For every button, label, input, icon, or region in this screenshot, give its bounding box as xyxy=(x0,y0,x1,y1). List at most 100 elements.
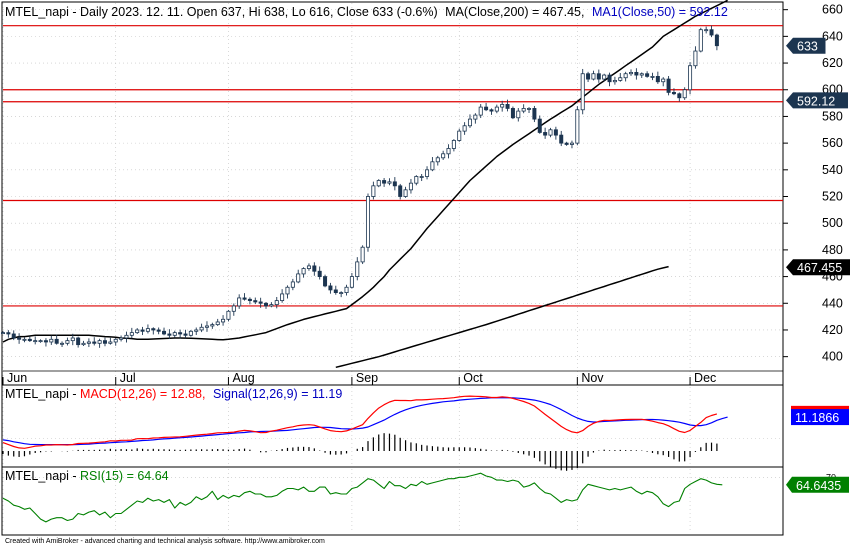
price-tag-label: 633 xyxy=(797,40,818,54)
candle-body xyxy=(54,338,59,344)
candle-body xyxy=(274,300,279,306)
candle-body xyxy=(119,337,124,340)
candle-body xyxy=(97,340,102,344)
price-tag-box xyxy=(786,37,826,54)
candle-body xyxy=(376,180,381,187)
candle-body xyxy=(537,118,542,133)
candle-body xyxy=(618,77,623,81)
candle-body xyxy=(151,328,156,331)
candle-body xyxy=(6,332,11,335)
price-tag-box xyxy=(786,259,850,276)
candle-body xyxy=(451,140,456,149)
price-tag-label: 592.12 xyxy=(797,94,835,108)
candle-body xyxy=(49,338,54,343)
candle-body xyxy=(414,176,419,184)
candle-body xyxy=(253,300,258,303)
candle-body xyxy=(714,34,719,47)
candle-body xyxy=(102,340,107,344)
macd-title-macd: MACD(12,26) = 12.88, xyxy=(80,387,205,401)
candle-body xyxy=(693,50,698,67)
rsi-series-line xyxy=(2,472,723,523)
candle-body xyxy=(634,71,639,76)
candle-body xyxy=(629,71,634,75)
candle-body xyxy=(425,169,430,177)
candle-body xyxy=(650,76,655,78)
candle-body xyxy=(655,76,660,83)
candle-body xyxy=(527,108,532,110)
candle-body xyxy=(365,196,370,248)
macd-title-signal: Signal(12,26,9) = 11.19 xyxy=(213,387,342,401)
candle-body xyxy=(317,270,322,277)
price-tick-label: 640 xyxy=(822,29,843,43)
candle-body xyxy=(645,73,650,77)
price-tick-label: 480 xyxy=(822,243,843,257)
candle-body xyxy=(60,342,65,345)
candle-body xyxy=(596,73,601,80)
price-tick-label: 560 xyxy=(822,136,843,150)
candle-body xyxy=(339,292,344,294)
candle-body xyxy=(65,340,70,344)
candle-body xyxy=(612,80,617,83)
candle-body xyxy=(204,325,209,328)
candle-body xyxy=(113,338,118,343)
price-tick-label: 660 xyxy=(822,3,843,17)
candle-body xyxy=(124,334,129,339)
candle-body xyxy=(258,301,263,304)
candle-body xyxy=(38,340,43,343)
candle-body xyxy=(548,129,553,136)
candle-body xyxy=(323,276,328,287)
candle-body xyxy=(430,161,435,171)
price-tick-label: 580 xyxy=(822,109,843,123)
candle-body xyxy=(575,109,580,144)
candle-body xyxy=(290,281,295,288)
candle-body xyxy=(478,106,483,116)
candle-body xyxy=(237,297,242,307)
candle-body xyxy=(280,293,285,302)
candlestick-series xyxy=(0,25,719,348)
candle-body xyxy=(70,337,75,342)
candle-body xyxy=(677,93,682,99)
candle-body xyxy=(33,340,38,343)
candle-body xyxy=(607,74,612,83)
ma50-line xyxy=(2,0,728,343)
rsi-panel-frame xyxy=(1,466,784,536)
month-label: Oct xyxy=(463,371,483,385)
candle-body xyxy=(129,332,134,336)
moving-average-lines xyxy=(2,0,728,369)
candle-body xyxy=(602,74,607,80)
candle-body xyxy=(569,142,574,145)
signal-line xyxy=(2,397,728,446)
candle-body xyxy=(226,310,231,320)
candle-body xyxy=(0,332,6,335)
candle-body xyxy=(76,337,81,346)
macd-line xyxy=(2,395,718,449)
price-tick-label: 620 xyxy=(822,56,843,70)
macd-tag-box xyxy=(791,409,849,426)
candle-body xyxy=(247,298,252,302)
candle-body xyxy=(162,330,167,335)
candle-body xyxy=(11,333,16,339)
candle-body xyxy=(398,185,403,197)
candle-body xyxy=(682,89,687,99)
candle-body xyxy=(666,78,671,93)
candle-body xyxy=(484,106,489,111)
candle-body xyxy=(360,246,365,263)
candle-body xyxy=(532,108,537,120)
candle-body xyxy=(467,118,472,127)
candle-body xyxy=(441,153,446,159)
candle-body xyxy=(140,329,145,332)
candle-body xyxy=(221,318,226,323)
candle-body xyxy=(408,182,413,191)
candle-body xyxy=(188,330,193,336)
candle-body xyxy=(505,104,510,109)
candle-body xyxy=(457,130,462,141)
candle-body xyxy=(22,338,27,341)
candle-body xyxy=(145,328,150,332)
candle-body xyxy=(43,340,48,343)
macd-lines xyxy=(2,395,728,449)
rsi-title-rsi: RSI(15) = 64.64 xyxy=(80,469,169,483)
month-x-axis: Jun Jul Aug Sep Oct Nov Dec xyxy=(2,370,783,385)
footer-credit: Created with AmiBroker - advanced charti… xyxy=(5,538,325,545)
